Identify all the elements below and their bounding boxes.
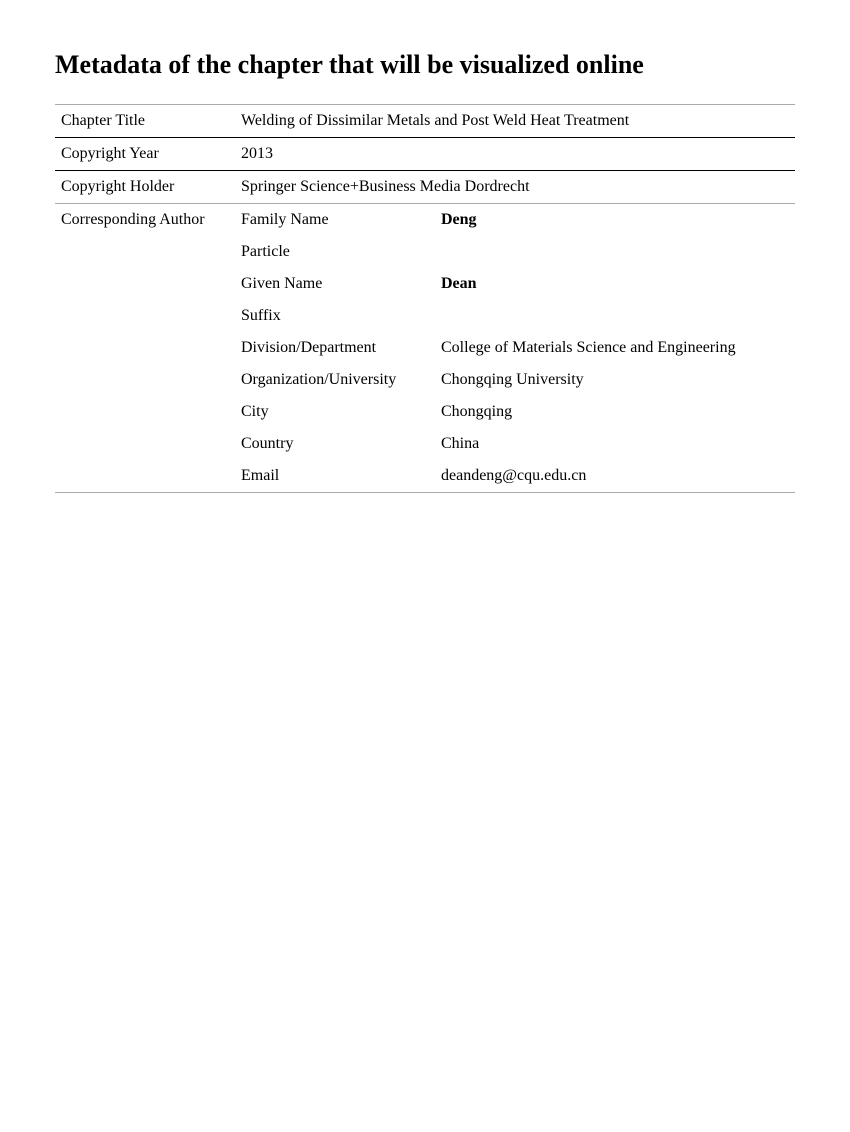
row-label: Copyright Year (55, 138, 235, 171)
author-value: Chongqing University (435, 364, 795, 396)
author-sublabel: Email (235, 460, 435, 493)
table-row: Copyright Year 2013 (55, 138, 795, 171)
table-row: Chapter Title Welding of Dissimilar Meta… (55, 105, 795, 138)
row-value: 2013 (235, 138, 795, 171)
author-row: Suffix (55, 300, 795, 332)
author-value: Chongqing (435, 396, 795, 428)
author-row: Particle (55, 236, 795, 268)
author-sublabel: Given Name (235, 268, 435, 300)
author-row: City Chongqing (55, 396, 795, 428)
author-sublabel: Organization/University (235, 364, 435, 396)
row-label: Copyright Holder (55, 171, 235, 204)
author-sublabel: City (235, 396, 435, 428)
metadata-table: Chapter Title Welding of Dissimilar Meta… (55, 104, 795, 493)
author-value: College of Materials Science and Enginee… (435, 332, 795, 364)
author-row: Division/Department College of Materials… (55, 332, 795, 364)
author-row: Country China (55, 428, 795, 460)
author-row: Email deandeng@cqu.edu.cn (55, 460, 795, 493)
author-value (435, 236, 795, 268)
author-value: deandeng@cqu.edu.cn (435, 460, 795, 493)
author-row: Organization/University Chongqing Univer… (55, 364, 795, 396)
row-value: Welding of Dissimilar Metals and Post We… (235, 105, 795, 138)
author-value (435, 300, 795, 332)
row-value: Springer Science+Business Media Dordrech… (235, 171, 795, 204)
author-sublabel: Suffix (235, 300, 435, 332)
author-sublabel: Country (235, 428, 435, 460)
author-sublabel: Family Name (235, 204, 435, 237)
table-row: Copyright Holder Springer Science+Busine… (55, 171, 795, 204)
author-label: Corresponding Author (55, 204, 235, 237)
author-sublabel: Particle (235, 236, 435, 268)
author-row: Given Name Dean (55, 268, 795, 300)
author-value: Deng (435, 204, 795, 237)
author-value: Dean (435, 268, 795, 300)
author-row: Corresponding Author Family Name Deng (55, 204, 795, 237)
author-sublabel: Division/Department (235, 332, 435, 364)
author-value: China (435, 428, 795, 460)
page-title: Metadata of the chapter that will be vis… (55, 50, 795, 80)
row-label: Chapter Title (55, 105, 235, 138)
